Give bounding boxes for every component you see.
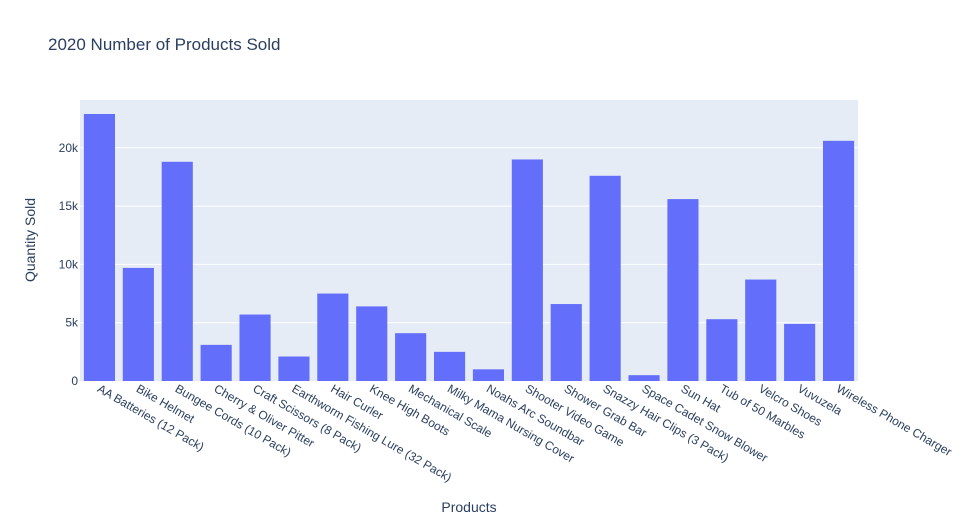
y-tick-label: 15k xyxy=(59,199,79,213)
plot-background xyxy=(80,100,858,381)
y-tick-label: 10k xyxy=(59,257,79,271)
bar xyxy=(83,113,116,381)
chart-title: 2020 Number of Products Sold xyxy=(48,35,280,54)
bar xyxy=(472,369,505,381)
bars xyxy=(83,113,855,381)
bar xyxy=(706,319,738,381)
y-tick-labels: 0 5k 10k 15k 20k xyxy=(59,141,79,388)
x-tick-labels: AA Batteries (12 Pack)Bike HelmetBungee … xyxy=(95,381,954,484)
bar xyxy=(278,356,310,381)
bar xyxy=(511,159,543,381)
bar xyxy=(200,344,232,381)
bar xyxy=(822,140,855,381)
x-tick-label: Wireless Phone Charger xyxy=(834,381,954,458)
y-tick-label: 0 xyxy=(71,374,78,388)
bar xyxy=(784,323,816,381)
bar xyxy=(395,333,427,381)
x-axis-title: Products xyxy=(441,499,496,515)
y-tick-label: 5k xyxy=(65,316,79,330)
bar xyxy=(667,199,699,381)
bar xyxy=(550,304,582,381)
bar xyxy=(239,314,271,381)
y-axis-title: Quantity Sold xyxy=(22,198,38,282)
bar xyxy=(161,161,193,381)
bar xyxy=(745,279,777,381)
bar xyxy=(433,351,466,381)
bar xyxy=(122,267,154,381)
bar xyxy=(356,306,388,381)
bar xyxy=(589,175,621,381)
bar xyxy=(628,375,660,381)
bar xyxy=(317,293,349,381)
y-tick-label: 20k xyxy=(59,141,79,155)
